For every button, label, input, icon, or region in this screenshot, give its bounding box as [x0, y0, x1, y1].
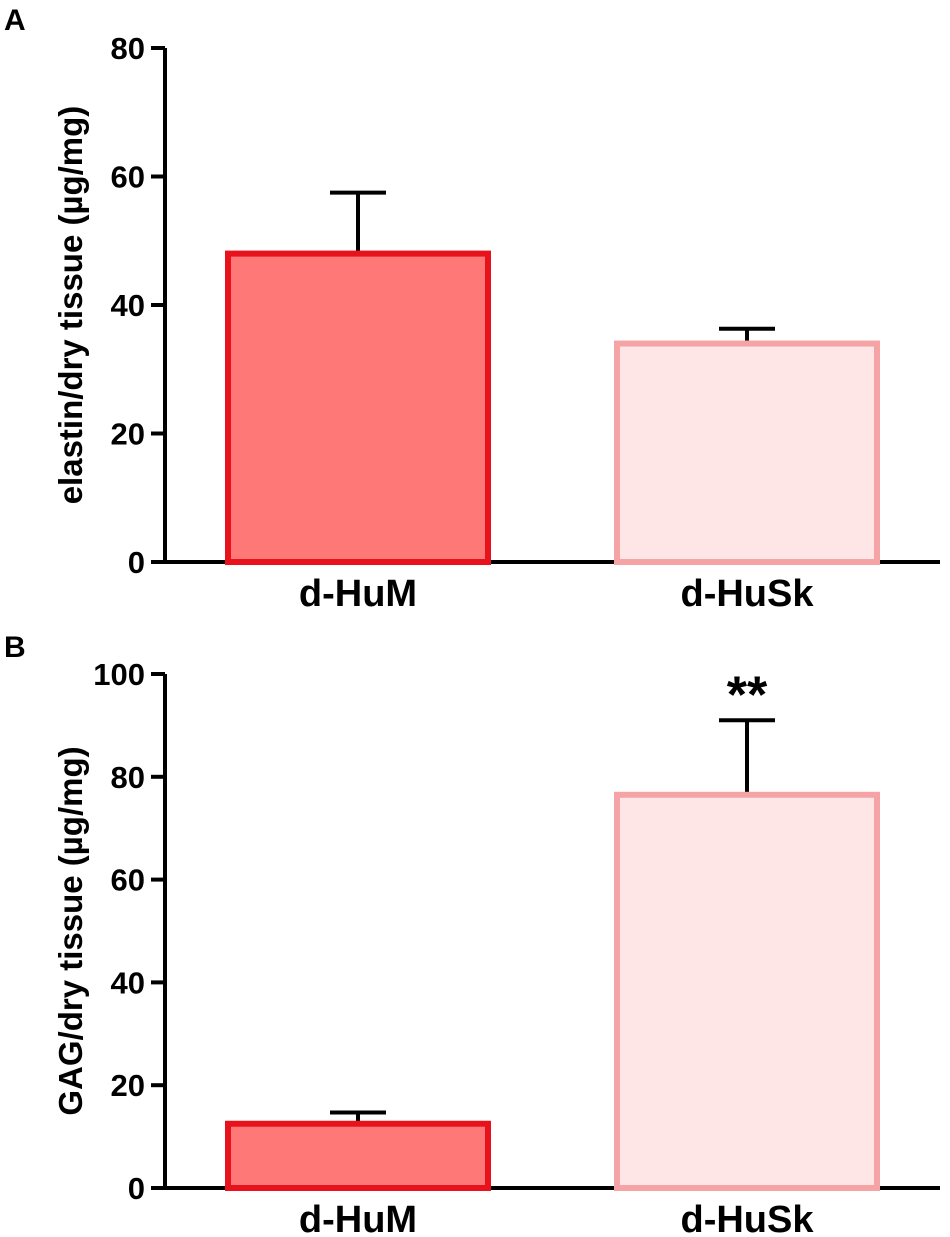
significance-marker: **	[727, 666, 768, 724]
category-label: d-HuSk	[681, 1199, 815, 1237]
panel-b: B 0 20 40 60 80 100 GAG/dry tissue (µg/mg) d-HuM…	[4, 631, 940, 1237]
y-tick-label: 0	[128, 1171, 145, 1206]
bar-d-husk	[614, 791, 880, 1191]
category-label: d-HuM	[299, 1199, 417, 1237]
bar-d-hum	[225, 250, 491, 565]
bar-d-husk	[614, 340, 880, 565]
y-tick-label: 20	[111, 417, 145, 452]
y-tick-label: 100	[93, 657, 145, 692]
y-tick-label: 60	[111, 863, 145, 898]
y-tick-label: 80	[111, 31, 145, 66]
y-axis-title: elastin/dry tissue (µg/mg)	[52, 106, 89, 505]
panel-label: A	[4, 4, 26, 37]
y-tick-label: 40	[111, 965, 145, 1000]
category-label: d-HuM	[299, 573, 417, 615]
category-label: d-HuSk	[681, 573, 815, 615]
y-tick-label: 40	[111, 288, 145, 323]
y-tick-label: 0	[128, 545, 145, 580]
y-tick-label: 60	[111, 160, 145, 195]
y-tick-label: 80	[111, 760, 145, 795]
panel-label: B	[4, 631, 26, 664]
bar-d-hum	[225, 1120, 491, 1191]
y-axis-title: GAG/dry tissue (µg/mg)	[52, 746, 89, 1115]
y-tick-label: 20	[111, 1068, 145, 1103]
panel-a: A 0 20 40 60 80 elastin/dry tissue (µg/mg) d-Hu…	[4, 4, 940, 615]
